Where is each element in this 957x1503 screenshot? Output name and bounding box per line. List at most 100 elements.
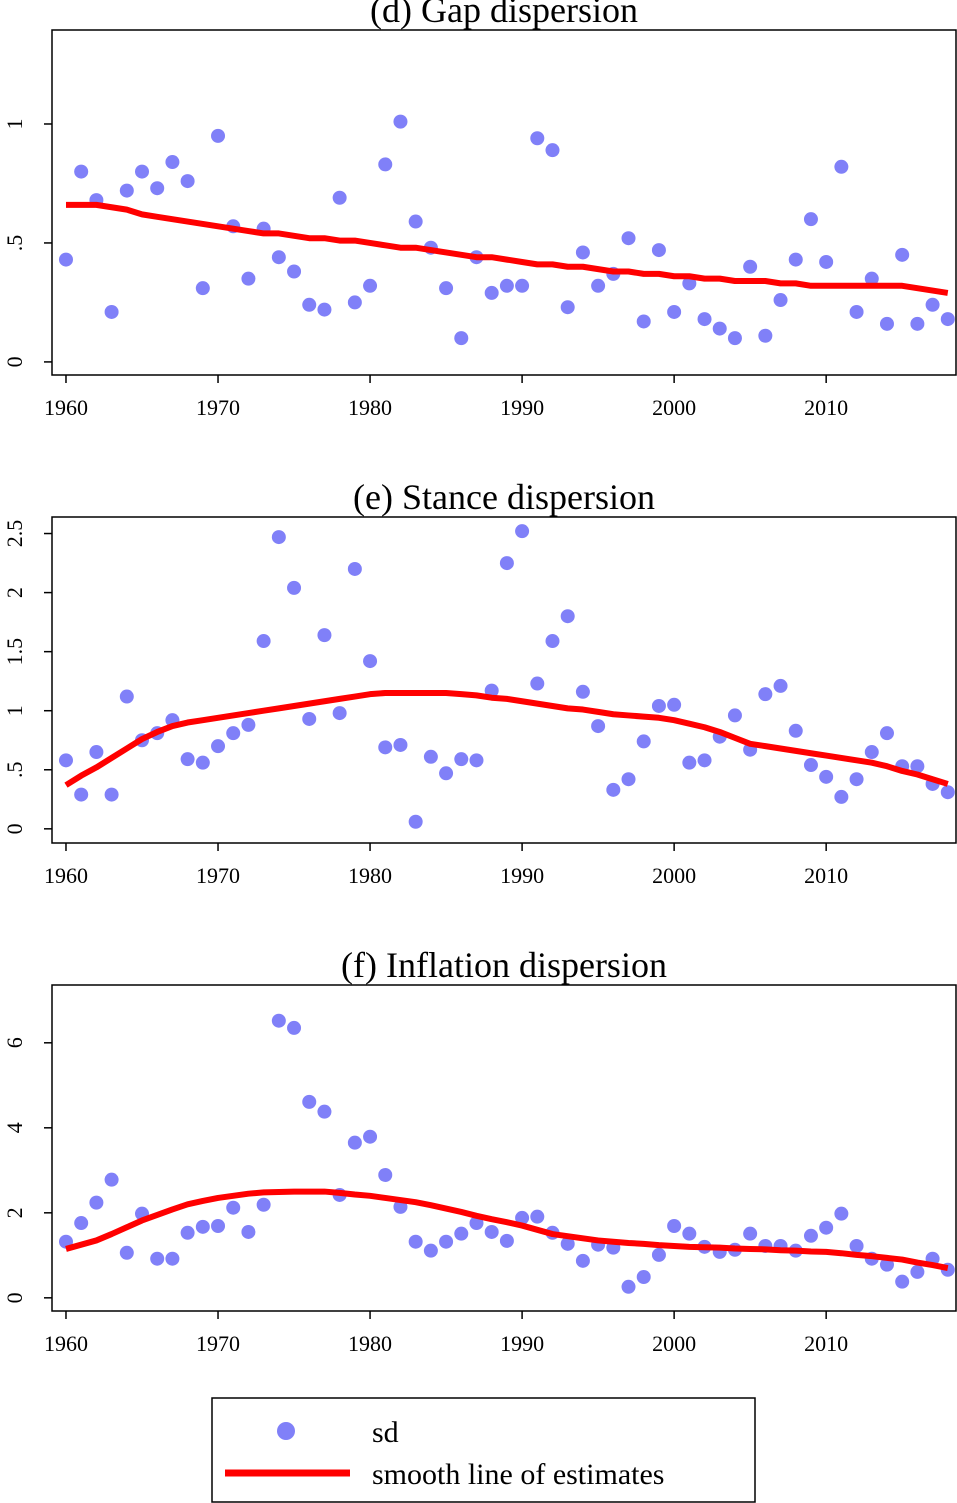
sd-point	[439, 766, 454, 781]
y-tick-label: .5	[2, 762, 27, 779]
sd-point	[271, 1013, 286, 1028]
sd-point	[302, 711, 317, 726]
sd-point	[89, 745, 104, 760]
plot-frame	[51, 516, 957, 844]
sd-point	[910, 316, 925, 331]
sd-point	[682, 755, 697, 770]
sd-point	[287, 264, 302, 279]
sd-point	[849, 772, 864, 787]
sd-point	[104, 304, 119, 319]
sd-point	[636, 1269, 651, 1284]
x-tick-label: 1960	[44, 1331, 88, 1356]
sd-point	[530, 676, 545, 691]
sd-point	[895, 247, 910, 262]
sd-point	[165, 155, 180, 170]
sd-point	[484, 285, 499, 300]
sd-point	[606, 782, 621, 797]
chart-title: (d) Gap dispersion	[370, 0, 638, 30]
y-tick-label: 2.5	[2, 520, 27, 548]
sd-point	[439, 281, 454, 296]
x-tick-label: 1960	[44, 863, 88, 888]
sd-point	[378, 157, 393, 172]
sd-point	[621, 772, 636, 787]
x-tick-label: 1990	[500, 863, 544, 888]
y-tick-label: 2	[2, 587, 27, 598]
sd-point	[408, 1234, 423, 1249]
sd-point	[591, 278, 606, 293]
sd-point	[119, 1245, 134, 1260]
sd-point	[211, 128, 226, 143]
sd-point	[317, 628, 332, 643]
sd-point	[651, 698, 666, 713]
sd-point	[773, 678, 788, 693]
chart-title: (f) Inflation dispersion	[341, 945, 667, 985]
sd-point	[58, 252, 73, 267]
sd-point	[378, 740, 393, 755]
sd-point	[636, 314, 651, 329]
sd-point	[347, 295, 362, 310]
sd-point	[727, 331, 742, 346]
sd-point	[575, 684, 590, 699]
sd-point	[180, 752, 195, 767]
sd-point	[515, 524, 530, 539]
sd-point	[667, 304, 682, 319]
sd-point	[575, 245, 590, 260]
sd-point	[712, 321, 727, 336]
sd-point	[545, 143, 560, 158]
sd-point	[302, 297, 317, 312]
sd-point	[363, 654, 378, 669]
x-tick-label: 2000	[652, 1331, 696, 1356]
sd-point	[682, 276, 697, 291]
sd-point	[803, 1228, 818, 1243]
sd-point	[910, 759, 925, 774]
sd-point	[667, 697, 682, 712]
x-tick-label: 1990	[500, 1331, 544, 1356]
smooth-line	[65, 1188, 949, 1272]
sd-point	[211, 739, 226, 754]
sd-point	[347, 561, 362, 576]
legend-label: sd	[372, 1416, 399, 1449]
sd-point	[408, 814, 423, 829]
sd-point	[773, 293, 788, 308]
smooth-line	[65, 201, 949, 296]
sd-point	[834, 1206, 849, 1221]
sd-point	[788, 252, 803, 267]
x-tick-label: 1970	[196, 1331, 240, 1356]
sd-point	[697, 312, 712, 327]
sd-point	[226, 726, 241, 741]
sd-point	[803, 758, 818, 773]
y-tick-label: 1	[2, 118, 27, 129]
sd-point	[454, 752, 469, 767]
sd-point	[499, 556, 514, 571]
sd-point	[135, 164, 150, 179]
sd-point	[743, 259, 758, 274]
sd-point	[834, 789, 849, 804]
x-tick-label: 1970	[196, 863, 240, 888]
sd-point	[302, 1094, 317, 1109]
sd-point	[819, 254, 834, 269]
sd-point	[515, 1210, 530, 1225]
x-tick-label: 2000	[652, 395, 696, 420]
sd-point	[74, 1216, 89, 1231]
sd-point	[119, 183, 134, 198]
sd-point	[560, 609, 575, 624]
sd-point	[195, 1219, 210, 1234]
sd-point	[682, 1226, 697, 1241]
sd-point	[180, 174, 195, 189]
sd-point	[743, 1226, 758, 1241]
sd-point	[256, 634, 271, 649]
x-tick-label: 2000	[652, 863, 696, 888]
sd-point	[879, 316, 894, 331]
sd-point	[925, 297, 940, 312]
sd-point	[636, 734, 651, 749]
sd-point	[940, 785, 955, 800]
sd-point	[332, 190, 347, 205]
sd-point	[545, 634, 560, 649]
sd-point	[226, 1200, 241, 1215]
x-tick-label: 2010	[804, 395, 848, 420]
sd-point	[378, 1167, 393, 1182]
sd-point	[651, 1247, 666, 1262]
sd-point	[408, 214, 423, 229]
